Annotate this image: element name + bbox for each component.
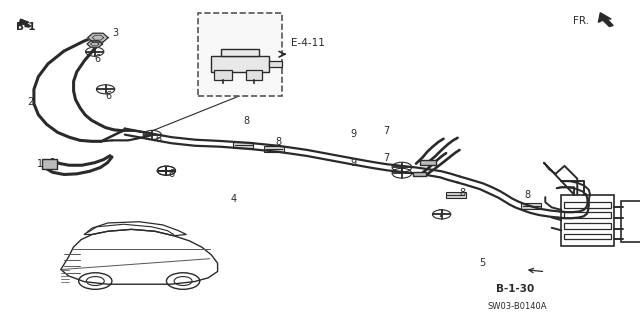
Bar [564, 202, 611, 208]
Bar [621, 201, 640, 242]
Text: 3: 3 [112, 28, 118, 39]
Bar [269, 61, 282, 67]
Bar [211, 56, 269, 72]
Text: 2: 2 [27, 97, 33, 107]
Bar [564, 234, 611, 239]
Text: 9: 9 [351, 158, 357, 168]
Text: B-1-30: B-1-30 [496, 284, 534, 294]
Bar [221, 49, 259, 56]
Bar [561, 195, 614, 246]
Polygon shape [87, 41, 102, 47]
Text: 7: 7 [437, 209, 444, 219]
Polygon shape [88, 33, 108, 42]
Bar [198, 13, 282, 96]
Polygon shape [19, 19, 31, 27]
Bar [413, 172, 426, 176]
Bar [564, 223, 611, 229]
Bar [564, 212, 611, 218]
Text: 6: 6 [168, 169, 175, 179]
Polygon shape [598, 13, 613, 26]
Text: 7: 7 [383, 153, 389, 163]
Bar [42, 159, 57, 169]
Text: 6: 6 [95, 54, 101, 64]
Text: 7: 7 [383, 126, 389, 136]
Text: FR.: FR. [573, 16, 589, 26]
Bar [246, 70, 262, 80]
Text: SW03-B0140A: SW03-B0140A [488, 302, 547, 311]
Bar [264, 146, 284, 152]
Text: 1: 1 [37, 159, 44, 169]
Text: 5: 5 [479, 258, 485, 268]
Text: 8: 8 [525, 189, 531, 200]
Text: 8: 8 [460, 188, 466, 198]
Bar [233, 142, 253, 148]
Text: 6: 6 [106, 91, 112, 101]
Text: E-4-11: E-4-11 [291, 38, 325, 48]
Bar [420, 160, 436, 165]
Text: 4: 4 [230, 194, 237, 204]
Text: 9: 9 [351, 129, 357, 139]
Text: 8: 8 [243, 116, 250, 126]
Bar [521, 203, 541, 209]
Text: 8: 8 [275, 137, 282, 147]
Bar [445, 192, 466, 198]
Text: 6: 6 [156, 134, 162, 144]
Text: B-1: B-1 [16, 22, 35, 32]
Bar [214, 70, 232, 80]
